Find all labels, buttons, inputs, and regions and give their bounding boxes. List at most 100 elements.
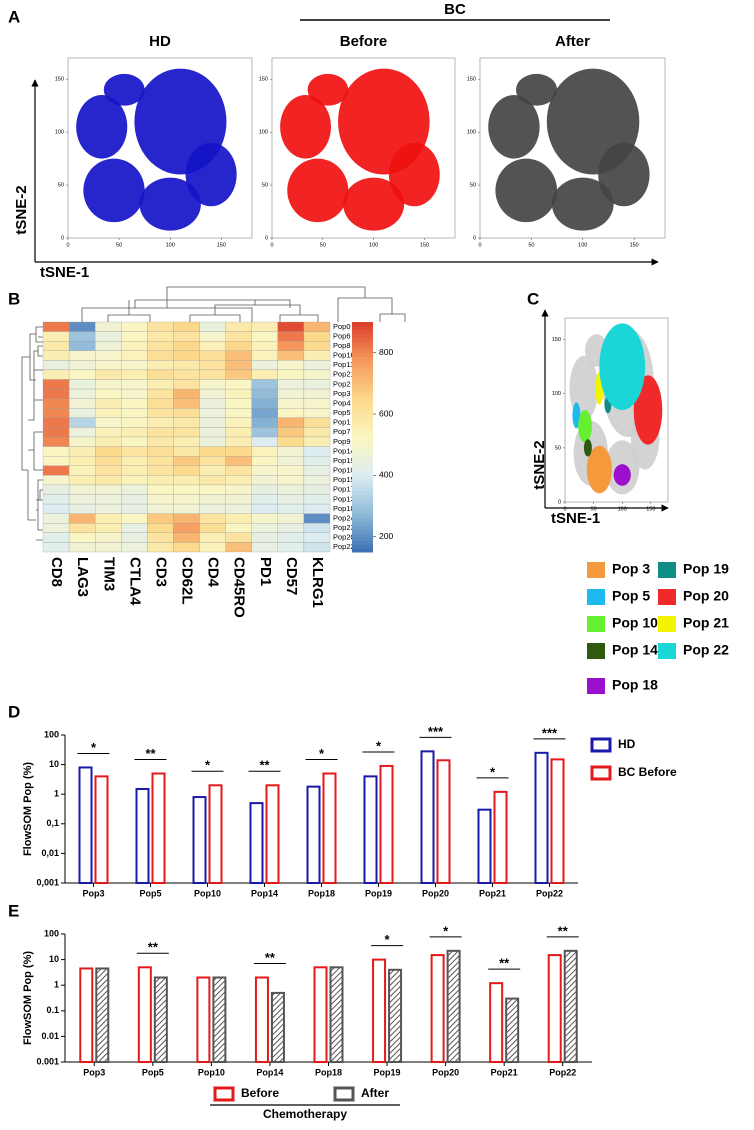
row-label: Pop5 [333,408,351,417]
heatmap-cell [199,513,226,524]
heatmap-cell [95,523,122,533]
heatmap-cell [121,494,148,505]
column-label: KLRG1 [309,557,326,608]
heatmap-cell [147,446,174,457]
x-tick-label: Pop10 [198,1067,225,1077]
heatmap-cell [68,465,96,476]
colorbar-step [352,410,373,415]
heatmap-cell [68,350,96,361]
row-label: Pop22 [333,542,355,551]
group-label: BC [444,1,466,18]
heatmap-cell [173,350,200,361]
heatmap-cell [95,436,122,447]
column-dendrogram [81,286,406,322]
heatmap-cell [251,379,278,390]
colorbar-step [352,348,373,354]
heatmap-cell [173,379,200,390]
x-tick-label: 50 [528,242,534,248]
colorbar-step [352,479,373,484]
legend-label: After [361,1086,389,1100]
colorbar-step [352,529,373,534]
legend-label: Pop 19 [683,561,729,577]
heatmap-cell [251,417,278,428]
heatmap-cell [95,513,122,524]
heatmap-cell [277,350,305,361]
colorbar-tick-label: 400 [379,470,393,480]
heatmap-cell [251,542,278,553]
y-tick-label: 0 [61,235,64,241]
heatmap-cell [95,532,122,543]
row-label: Pop0 [333,322,351,331]
heatmap-cell [251,484,278,495]
heatmap-cell [42,542,70,553]
x-tick-label: 100 [578,242,587,248]
bar [505,997,520,1063]
heatmap-cell [173,331,200,342]
y-tick-label: 1 [54,980,59,990]
row-label: Pop7 [333,427,351,436]
colorbar-step [352,368,373,373]
heatmap-cell [303,523,331,533]
heatmap-cell [121,369,148,380]
x-tick-label: Pop22 [536,888,563,898]
significance-label: ** [259,758,270,773]
column-label: CD4 [205,557,222,588]
point-cloud [139,177,201,231]
x-tick-label: Pop21 [479,888,506,898]
legend-label: Pop 3 [612,561,650,577]
x-tick-label: Pop19 [374,1067,401,1077]
colorbar-step [352,375,373,380]
cluster [599,323,646,410]
heatmap-cell [68,503,96,514]
point-cloud [287,158,349,223]
column-label: PD1 [257,557,274,586]
y-tick-label: 100 [44,729,59,739]
colorbar-step [352,394,373,400]
colorbar-step [352,360,373,365]
heatmap-cell [225,503,252,514]
colorbar-tick-label: 800 [379,347,393,357]
heatmap-cell [277,513,305,524]
heatmap-cell [303,341,331,351]
x-tick-label: Pop19 [365,888,392,898]
colorbar-step [352,414,373,419]
heatmap-cell [42,341,70,351]
heatmap-cell [199,408,226,418]
heatmap-cell [95,408,122,418]
significance-label: * [385,932,391,947]
heatmap-cell [121,408,148,418]
bar [430,954,445,1063]
heatmap-cell [68,542,96,553]
heatmap-cell [173,417,200,428]
point-cloud [103,73,145,106]
heatmap-cell [199,436,226,447]
heatmap-cell [251,321,278,332]
heatmap-cell [95,503,122,514]
heatmap-cell [173,321,200,332]
legend-label: Pop 14 [612,642,658,658]
heatmap-cell [147,532,174,543]
x-axis-label: tSNE-1 [40,264,89,281]
colorbar-step [352,517,373,522]
column-label: CD57 [283,557,300,595]
subplot-title: After [555,33,590,50]
column-label: CD3 [152,557,169,587]
bar [265,784,280,884]
y-tick-label: 50 [470,183,476,189]
bar [153,976,168,1064]
heatmap-cell [251,446,278,457]
x-tick-label: 100 [166,242,175,248]
heatmap-cell [147,513,174,524]
heatmap-cell [42,321,70,332]
x-tick-label: 100 [369,242,378,248]
column-label: CD62L [179,557,196,605]
heatmap-cell [225,408,252,418]
heatmap-cell [147,503,174,514]
heatmap-cell [121,388,148,399]
point-cloud [388,142,440,207]
heatmap-cell [251,331,278,342]
significance-label: ** [558,923,569,938]
heatmap-cell [68,369,96,380]
heatmap-cell [225,379,252,390]
